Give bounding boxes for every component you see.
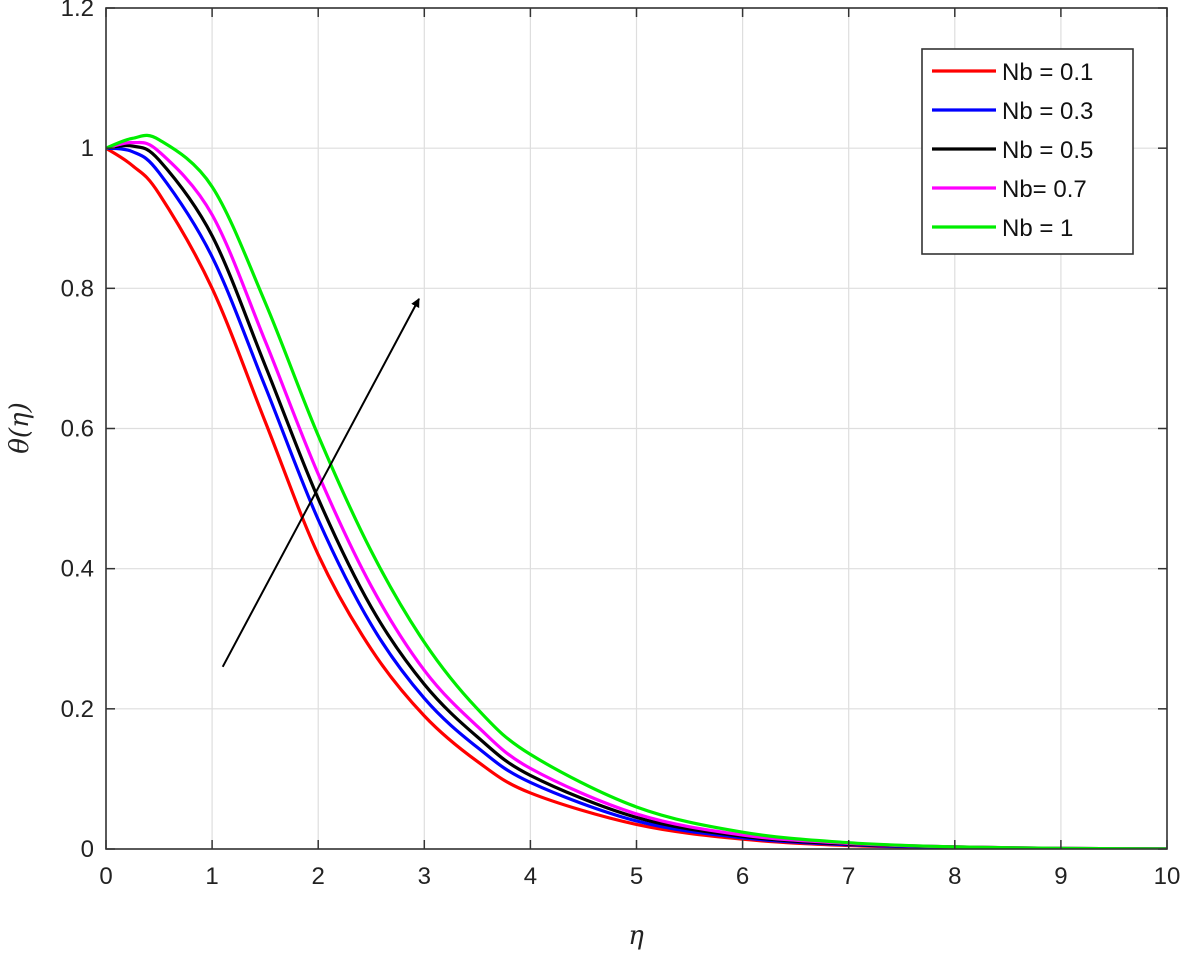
legend-label: Nb = 0.3 [1002, 98, 1093, 125]
y-tick-label: 1.2 [61, 0, 94, 22]
x-tick-label: 8 [948, 863, 961, 890]
legend: Nb = 0.1 Nb = 0.3 Nb = 0.5 Nb= 0.7 Nb = 1 [921, 48, 1134, 255]
ticks: 0 1 2 3 4 5 6 7 8 9 10 0 0.2 0.4 0.6 0.8 1 1.2 [61, 0, 1181, 890]
legend-box [921, 48, 1134, 255]
x-tick-label: 2 [312, 863, 325, 890]
x-tick-label: 10 [1154, 863, 1181, 890]
x-tick-label: 3 [418, 863, 431, 890]
annotation [221, 298, 420, 668]
x-tick-label: 7 [842, 863, 855, 890]
y-axis-title: θ(η) [5, 402, 35, 454]
y-tick-label: 0.6 [61, 416, 94, 443]
trend-arrow [221, 298, 420, 668]
x-tick-label: 5 [630, 863, 643, 890]
x-tick-label: 9 [1054, 863, 1067, 890]
series-lines [106, 133, 1167, 849]
legend-label: Nb = 0.5 [1002, 137, 1093, 164]
y-tick-label: 0 [81, 836, 94, 863]
y-tick-label: 1 [81, 135, 94, 162]
y-tick-label: 0.8 [61, 275, 94, 302]
x-axis-title: η [628, 921, 644, 951]
legend-label: Nb = 1 [1002, 215, 1073, 242]
x-tick-label: 0 [99, 863, 112, 890]
legend-label: Nb = 0.1 [1002, 59, 1093, 86]
x-tick-label: 4 [524, 863, 537, 890]
y-tick-label: 0.2 [61, 696, 94, 723]
y-tick-label: 0.4 [61, 556, 94, 583]
legend-label: Nb= 0.7 [1002, 176, 1087, 203]
x-tick-label: 6 [736, 863, 749, 890]
series-line-5 [106, 133, 1167, 849]
x-tick-label: 1 [205, 863, 218, 890]
